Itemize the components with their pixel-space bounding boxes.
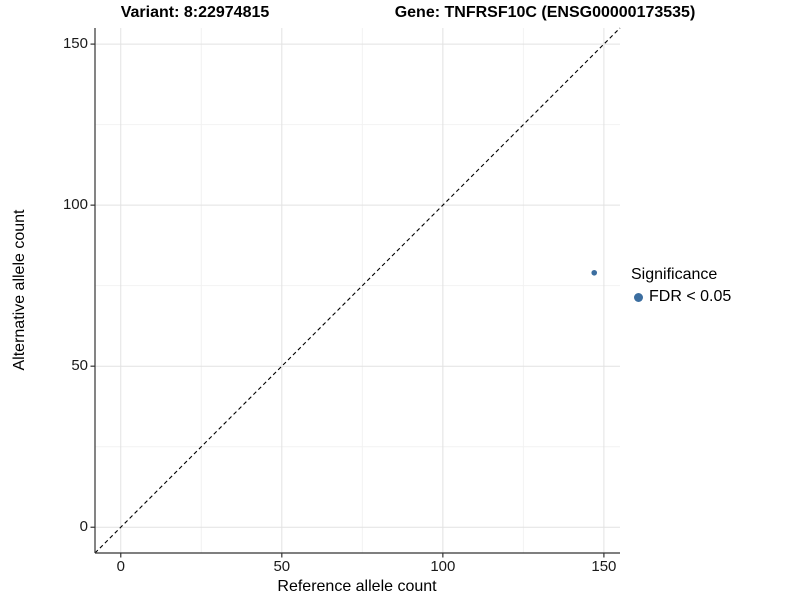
x-tick-label: 150 [591, 558, 617, 575]
y-tick-label: 50 [71, 357, 88, 375]
y-tick-label: 0 [79, 518, 88, 536]
legend-entry-label: FDR < 0.05 [649, 288, 732, 305]
x-tick-label: 0 [116, 558, 125, 575]
identity-line [94, 27, 621, 554]
legend-entry: FDR < 0.05 [631, 288, 731, 306]
x-axis-label: Reference allele count [277, 578, 437, 595]
legend: Significance FDR < 0.05 [631, 266, 731, 306]
data-point [591, 269, 598, 276]
y-axis-label: Alternative allele count [11, 209, 28, 371]
y-tick-label: 100 [62, 196, 88, 214]
plot-title-gene: Gene: TNFRSF10C (ENSG00000173535) [394, 4, 696, 21]
x-tick-label: 100 [430, 558, 456, 575]
legend-point-icon [634, 292, 643, 302]
legend-title: Significance [631, 266, 718, 283]
y-tick-label: 150 [62, 35, 88, 53]
x-tick-label: 50 [273, 558, 291, 575]
plot-title-variant: Variant: 8:22974815 [120, 4, 270, 21]
